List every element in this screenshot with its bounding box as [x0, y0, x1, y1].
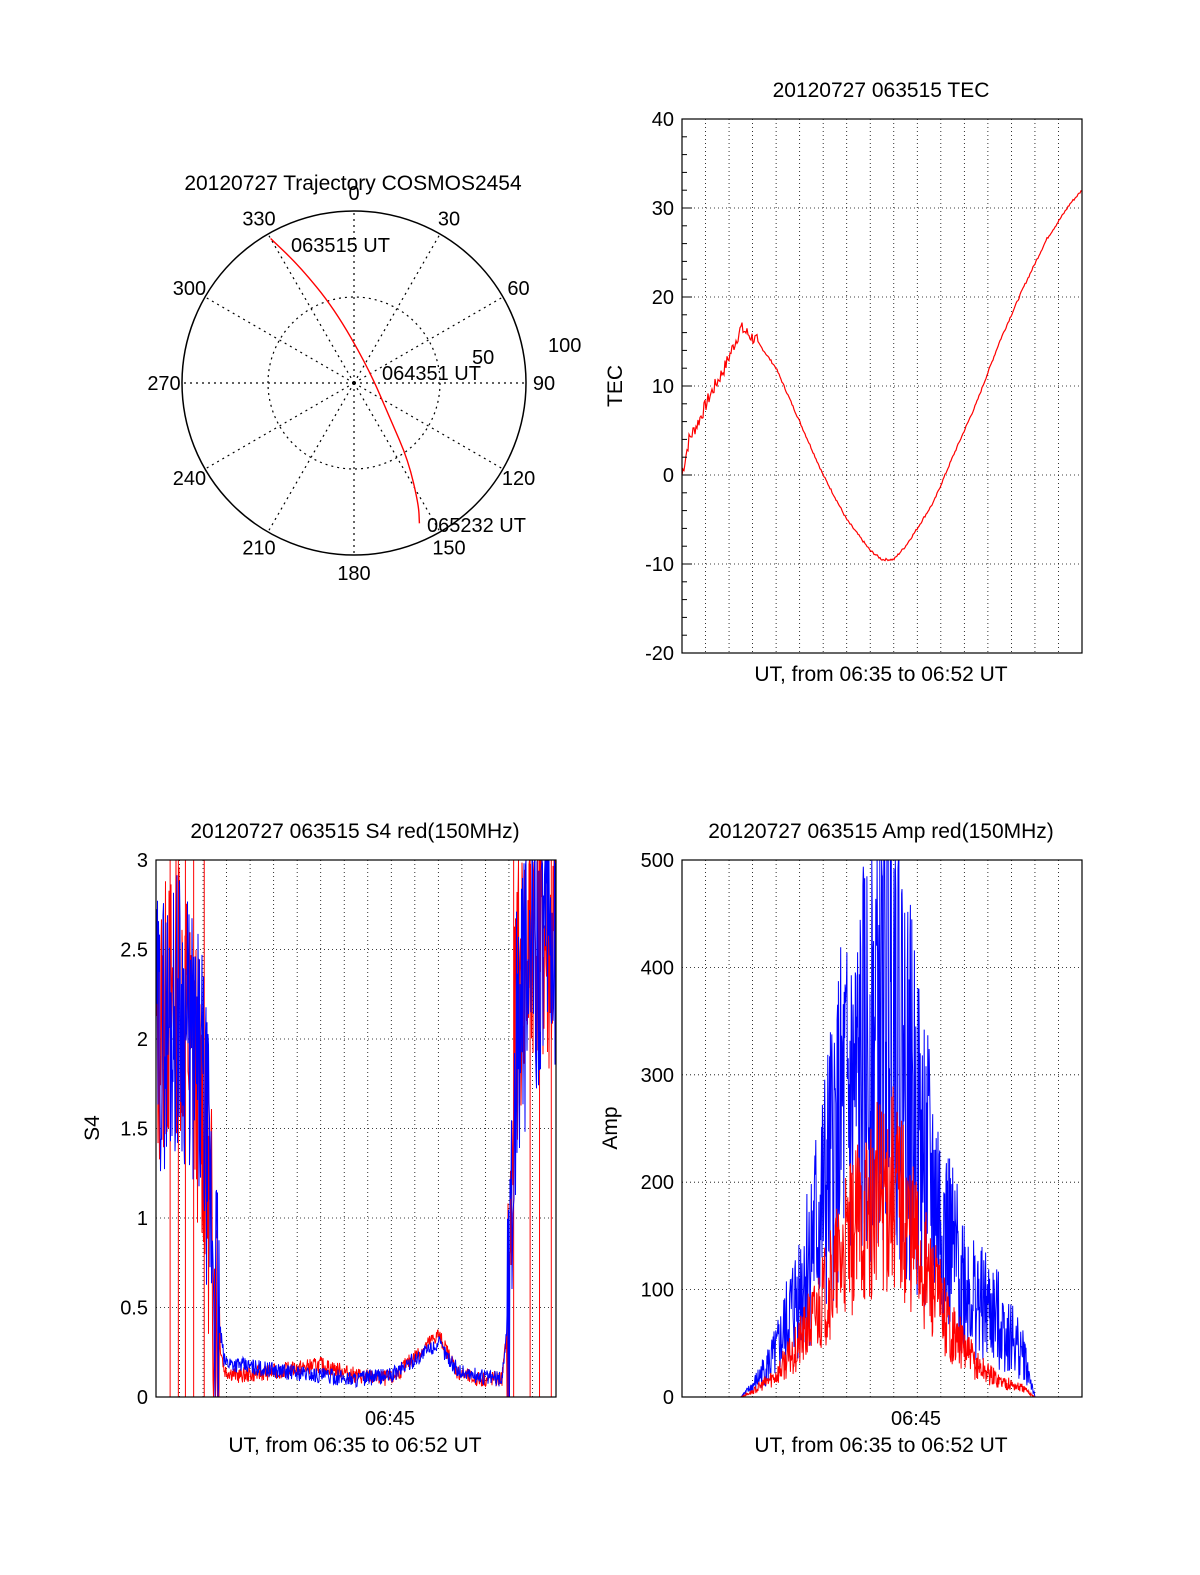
amp-blue-series [682, 859, 1082, 1398]
polar-azimuth-label: 0 [348, 183, 359, 205]
polar-spoke [353, 382, 504, 470]
time-label-end: 065232 UT [427, 515, 526, 537]
polar-spokes [182, 211, 526, 555]
polar-azimuth-label: 60 [507, 278, 529, 300]
amp-plot-frame [681, 859, 1083, 1398]
tec-y-tick-label: 40 [652, 109, 674, 131]
amp-y-label: Amp [599, 1106, 622, 1149]
polar-spoke [267, 382, 355, 533]
s4-y-tick-label: 0 [137, 1387, 148, 1409]
amp-y-tick-label: 500 [641, 850, 674, 872]
amp-y-tick-labels: 500 400 300 200 100 0 [641, 850, 674, 1409]
polar-spoke [204, 296, 355, 384]
polar-spoke [353, 233, 441, 384]
polar-spoke [267, 233, 355, 384]
polar-azimuth-label: 180 [337, 563, 370, 585]
tec-grid [682, 119, 1082, 653]
s4-y-tick-label: 1.5 [120, 1119, 148, 1141]
s4-x-label: UT, from 06:35 to 06:52 UT [228, 1434, 481, 1457]
s4-y-tick-label: 2 [137, 1029, 148, 1051]
polar-title: 20120727 Trajectory COSMOS2454 [184, 172, 522, 195]
amp-red-series [682, 1086, 1082, 1398]
s4-x-tick-label: 06:45 [365, 1408, 415, 1430]
polar-azimuth-label: 330 [242, 208, 275, 230]
polar-radius-label-100: 100 [548, 335, 581, 357]
polar-azimuth-label: 270 [147, 373, 180, 395]
s4-title: 20120727 063515 S4 red(150MHz) [190, 820, 519, 843]
polar-radius-label-50: 50 [472, 347, 494, 369]
tec-series-line [681, 190, 1083, 562]
tec-y-tick-label: 0 [663, 465, 674, 487]
polar-azimuth-label: 120 [502, 468, 535, 490]
amp-y-tick-label: 100 [641, 1280, 674, 1302]
polar-spoke [353, 296, 504, 384]
amp-y-tick-label: 0 [663, 1387, 674, 1409]
polar-azimuth-label: 210 [242, 538, 275, 560]
polar-azimuth-label: 150 [432, 538, 465, 560]
amp-y-tick-label: 200 [641, 1172, 674, 1194]
s4-y-label: S4 [81, 1115, 104, 1141]
s4-y-tick-label: 1 [137, 1208, 148, 1230]
polar-spoke [204, 382, 355, 470]
amp-y-tick-label: 400 [641, 957, 674, 979]
s4-chart: 20120727 063515 S4 red(150MHz) 3 2.5 2 1.5 1… [81, 820, 557, 1457]
tec-y-tick-label: -20 [645, 643, 674, 665]
trajectory-line [270, 237, 421, 524]
tec-y-tick-label: -10 [645, 554, 674, 576]
polar-azimuth-label: 300 [173, 278, 206, 300]
polar-trajectory-chart: 20120727 Trajectory COSMOS2454 0 30 60 90 12… [147, 172, 581, 585]
s4-y-tick-label: 0.5 [120, 1298, 148, 1320]
polar-outer-circle [181, 210, 527, 556]
time-label-mid: 064351 UT [382, 363, 481, 385]
tec-y-tick-label: 20 [652, 287, 674, 309]
tec-x-label: UT, from 06:35 to 06:52 UT [754, 663, 1007, 686]
s4-blue-series [155, 859, 557, 1398]
time-label-start: 063515 UT [291, 235, 390, 257]
amp-y-tick-label: 300 [641, 1065, 674, 1087]
s4-y-tick-label: 2.5 [120, 940, 148, 962]
tec-y-tick-labels: 40 30 20 10 0 -10 -20 [645, 109, 692, 665]
tec-title: 20120727 063515 TEC [773, 79, 990, 102]
polar-azimuth-label: 30 [438, 208, 460, 230]
amp-title: 20120727 063515 Amp red(150MHz) [708, 820, 1054, 843]
s4-plot-frame [155, 859, 557, 1398]
tec-y-label: TEC [604, 365, 627, 407]
tec-y-tick-label: 30 [652, 198, 674, 220]
polar-azimuth-label: 240 [173, 468, 206, 490]
s4-y-tick-label: 3 [137, 850, 148, 872]
polar-spoke [353, 382, 441, 533]
s4-y-tick-labels: 3 2.5 2 1.5 1 0.5 0 [120, 850, 148, 1409]
amp-chart: 20120727 063515 Amp red(150MHz) 500 400 30… [599, 820, 1083, 1457]
tec-y-tick-label: 10 [652, 376, 674, 398]
polar-azimuth-labels: 0 30 60 90 120 150 180 210 240 270 300 330 [147, 183, 555, 585]
polar-azimuth-label: 90 [533, 373, 555, 395]
amp-x-label: UT, from 06:35 to 06:52 UT [754, 1434, 1007, 1457]
amp-x-tick-label: 06:45 [891, 1408, 941, 1430]
